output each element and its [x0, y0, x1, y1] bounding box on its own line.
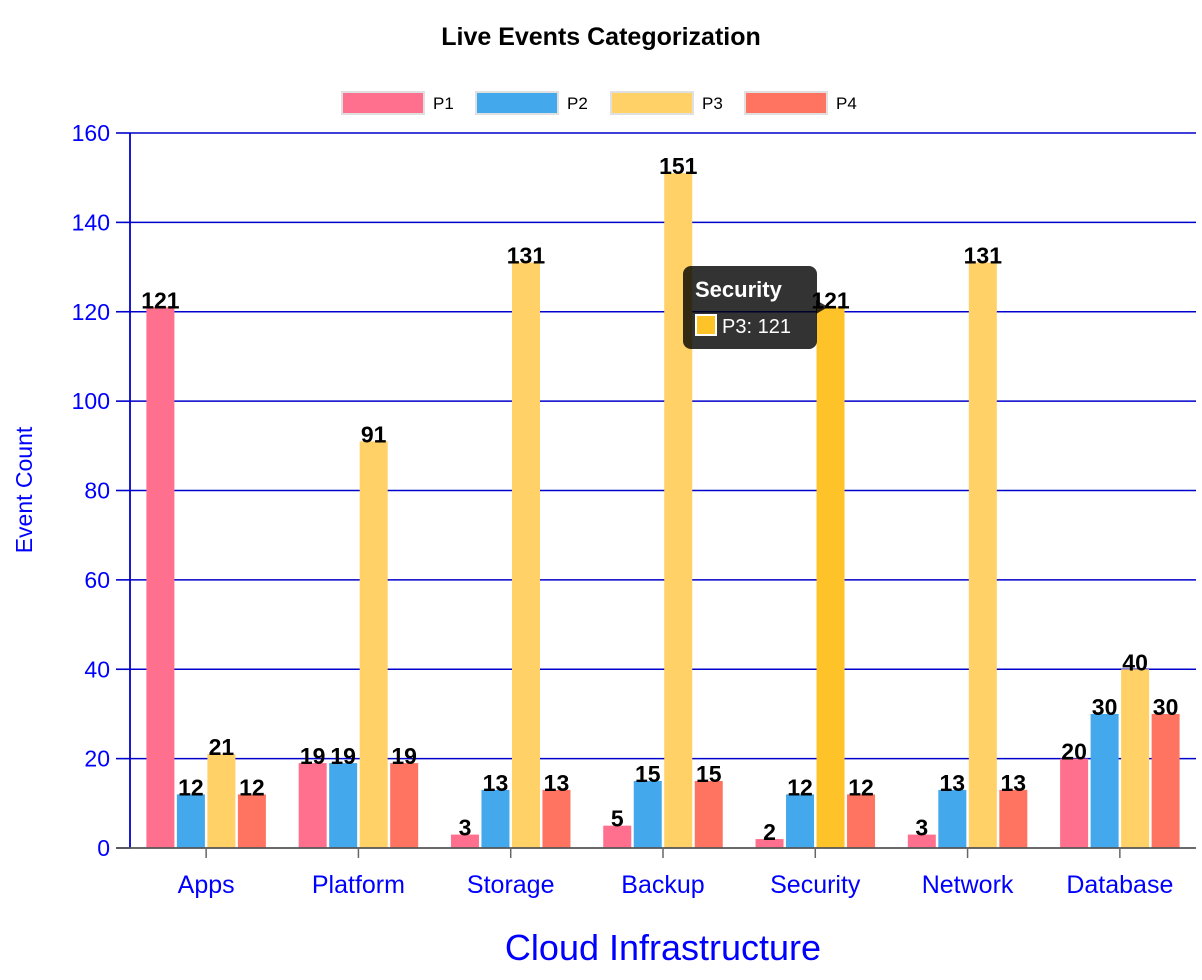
legend-item-p3[interactable]: P3 [610, 91, 723, 115]
bar-p3-platform[interactable] [359, 441, 388, 848]
legend-item-p1[interactable]: P1 [341, 91, 454, 115]
y-tick-label-100: 100 [72, 388, 110, 414]
x-tick-label-backup: Backup [621, 871, 704, 899]
data-label-p4-network: 13 [1001, 770, 1027, 796]
legend-swatch-p1 [341, 91, 425, 115]
bar-p2-storage[interactable] [481, 789, 510, 848]
gridlines [130, 132, 1196, 760]
bar-p2-security[interactable] [786, 794, 815, 848]
data-label-p2-security: 12 [787, 774, 813, 800]
bar-p2-network[interactable] [938, 789, 967, 848]
data-label-p3-platform: 91 [361, 421, 387, 447]
bars [146, 173, 1180, 848]
data-label-p3-apps: 21 [209, 734, 235, 760]
data-label-p1-storage: 3 [459, 815, 472, 841]
legend-label-p3: P3 [702, 94, 723, 113]
x-axis-title: Cloud Infrastructure [505, 927, 821, 968]
data-label-p4-security: 12 [848, 774, 874, 800]
y-tick-label-160: 160 [72, 120, 110, 146]
data-label-p3-network: 131 [964, 243, 1003, 269]
legend-swatch-p2 [475, 91, 559, 115]
bar-p4-security[interactable] [847, 794, 876, 848]
data-label-p1-database: 20 [1061, 739, 1087, 765]
x-tick-label-platform: Platform [312, 871, 405, 899]
data-label-p2-platform: 19 [330, 743, 356, 769]
x-tick-label-storage: Storage [467, 871, 555, 899]
data-label-p2-storage: 13 [483, 770, 509, 796]
y-tick-label-20: 20 [84, 746, 110, 772]
data-label-p4-apps: 12 [239, 774, 265, 800]
data-label-p4-storage: 13 [544, 770, 570, 796]
bar-p2-apps[interactable] [176, 794, 205, 848]
tooltip-value: P3: 121 [722, 316, 791, 338]
x-tick-label-apps: Apps [178, 871, 235, 899]
bar-p4-backup[interactable] [694, 780, 723, 848]
axes [116, 133, 1196, 849]
legend-label-p2: P2 [567, 94, 588, 113]
bar-p2-database[interactable] [1090, 713, 1119, 848]
y-tick-label-140: 140 [72, 209, 110, 235]
y-tick-label-60: 60 [84, 567, 110, 593]
data-label-p3-backup: 151 [659, 153, 698, 179]
x-tick-label-security: Security [770, 871, 861, 899]
x-axis-ticks: Apps Platform Storage Backup Security Network… [178, 848, 1173, 899]
legend-label-p1: P1 [433, 94, 454, 113]
legend-swatch-p3 [610, 91, 694, 115]
y-tick-label-40: 40 [84, 656, 110, 682]
y-axis-title: Event Count [11, 426, 37, 553]
x-tick-label-network: Network [922, 871, 1014, 899]
bar-p4-network[interactable] [999, 789, 1028, 848]
data-label-p2-database: 30 [1092, 694, 1118, 720]
bar-p3-network[interactable] [968, 262, 997, 848]
legend-label-p4: P4 [836, 94, 857, 113]
bar-p4-platform[interactable] [390, 763, 419, 848]
data-label-p1-backup: 5 [611, 806, 624, 832]
bar-p2-backup[interactable] [633, 780, 662, 848]
data-label-p2-network: 13 [940, 770, 966, 796]
bar-p1-storage[interactable] [450, 834, 479, 848]
bar-p4-database[interactable] [1151, 713, 1180, 848]
data-label-p4-platform: 19 [391, 743, 417, 769]
data-label-p4-backup: 15 [696, 761, 722, 787]
bar-p3-database[interactable] [1121, 669, 1150, 848]
x-tick-label-database: Database [1066, 871, 1173, 899]
y-axis-ticks: 0 20 40 60 80 100 120 140 160 [72, 120, 130, 861]
data-label-p1-network: 3 [915, 815, 928, 841]
bar-p1-network[interactable] [907, 834, 936, 848]
bar-p3-storage[interactable] [511, 262, 540, 848]
data-label-p1-security: 2 [763, 819, 776, 845]
data-label-p2-backup: 15 [635, 761, 661, 787]
bar-p4-apps[interactable] [237, 794, 266, 848]
bar-p1-security[interactable] [755, 839, 784, 848]
bar-p2-platform[interactable] [329, 763, 358, 848]
legend-item-p2[interactable]: P2 [475, 91, 588, 115]
tooltip-caret [816, 300, 828, 314]
y-tick-label-120: 120 [72, 299, 110, 325]
data-label-p1-apps: 121 [141, 287, 180, 313]
tooltip-swatch [695, 314, 717, 336]
chart-title: Live Events Categorization [441, 23, 761, 51]
legend-swatch-p4 [744, 91, 828, 115]
bar-p1-platform[interactable] [298, 763, 327, 848]
bar-p4-storage[interactable] [542, 789, 571, 848]
y-tick-label-0: 0 [97, 835, 110, 861]
y-tick-label-80: 80 [84, 478, 110, 504]
bar-p1-database[interactable] [1060, 758, 1089, 848]
bar-p1-apps[interactable] [146, 307, 175, 848]
data-label-p1-platform: 19 [300, 743, 326, 769]
legend: P1 P2 P3 P4 [341, 91, 857, 115]
data-label-p2-apps: 12 [178, 774, 204, 800]
data-label-p4-database: 30 [1153, 694, 1179, 720]
tooltip: Security P3: 121 [683, 266, 828, 349]
data-label-p3-database: 40 [1122, 649, 1148, 675]
legend-item-p4[interactable]: P4 [744, 91, 857, 115]
bar-p3-apps[interactable] [207, 754, 236, 848]
tooltip-title: Security [695, 277, 783, 302]
data-label-p3-storage: 131 [507, 243, 546, 269]
bar-p3-security[interactable] [816, 307, 845, 848]
bar-p1-backup[interactable] [603, 825, 632, 848]
